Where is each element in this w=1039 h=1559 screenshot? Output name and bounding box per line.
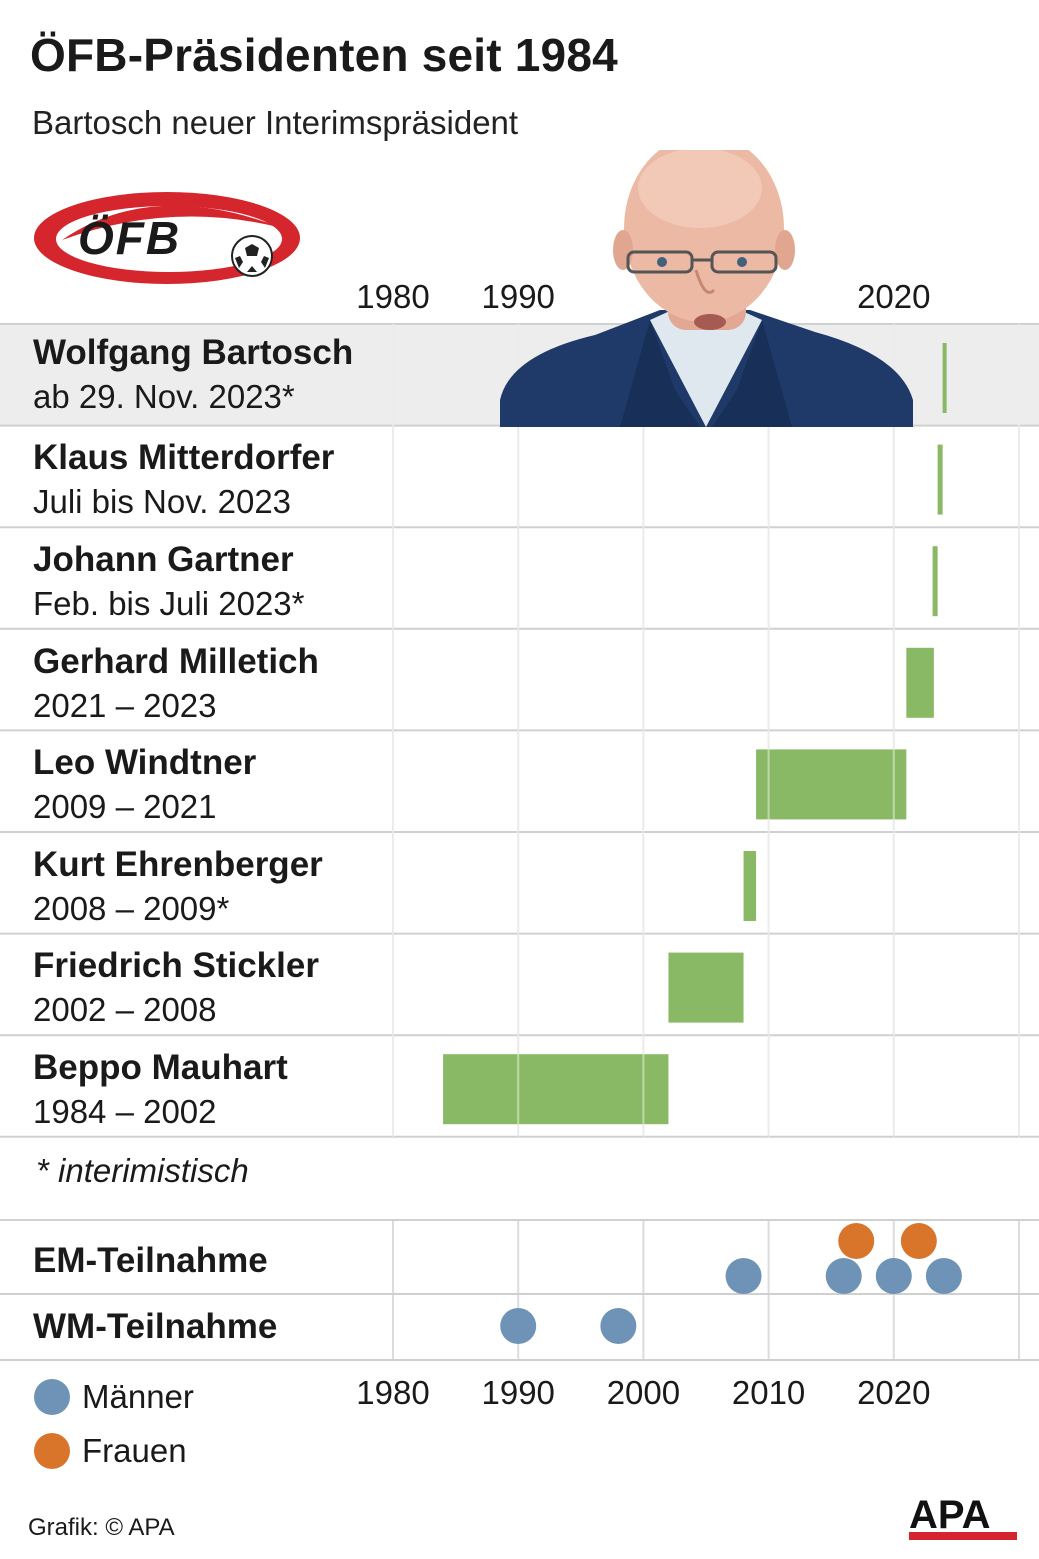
apa-logo-text: APA <box>909 1493 990 1537</box>
x-tick-label-top: 2020 <box>857 278 930 315</box>
timeline-bar <box>932 546 938 617</box>
legend-label-frauen: Frauen <box>82 1432 187 1469</box>
apa-logo: APA <box>905 1492 1020 1547</box>
credit-text: Grafik: © APA <box>28 1514 175 1541</box>
president-period: ab 29. Nov. 2023* <box>33 378 295 415</box>
chart-subtitle: Bartosch neuer Interimspräsident <box>32 104 519 141</box>
row-label-mauhart: Beppo Mauhart 1984 – 2002 <box>33 1050 288 1128</box>
legend-label-maenner: Männer <box>82 1378 194 1415</box>
timeline-bar <box>756 749 907 820</box>
em-label-text: EM-Teilnahme <box>33 1241 268 1280</box>
chart-title: ÖFB-Präsidenten seit 1984 <box>30 29 618 81</box>
legend-item-frauen: Frauen <box>34 1432 187 1470</box>
legend-swatch-maenner <box>34 1379 70 1415</box>
president-name: Friedrich Stickler <box>33 946 319 985</box>
x-tick-label-bottom: 1990 <box>481 1374 554 1411</box>
row-label-milletich: Gerhard Milletich 2021 – 2023 <box>33 644 319 722</box>
president-name: Leo Windtner <box>33 743 257 782</box>
x-tick-label-top: 1980 <box>356 278 429 315</box>
row-label-gartner: Johann Gartner Feb. bis Juli 2023* <box>33 542 305 620</box>
legend-item-maenner: Männer <box>34 1378 194 1416</box>
oefb-logo-text: ÖFB <box>78 212 181 264</box>
row-label-stickler: Friedrich Stickler 2002 – 2008 <box>33 948 319 1026</box>
x-tick-label-bottom: 2010 <box>732 1374 805 1411</box>
portrait-photo <box>500 134 913 432</box>
timeline-bar <box>906 647 934 718</box>
timeline-bar <box>443 1054 669 1125</box>
x-tick-label-top: 1990 <box>481 278 554 315</box>
wm-label: WM-Teilnahme <box>33 1309 277 1344</box>
president-period: 2009 – 2021 <box>33 788 217 825</box>
president-period: Feb. bis Juli 2023* <box>33 585 305 622</box>
president-name: Gerhard Milletich <box>33 642 319 681</box>
row-label-mitterdorfer: Klaus Mitterdorfer Juli bis Nov. 2023 <box>33 440 334 518</box>
president-name: Klaus Mitterdorfer <box>33 438 335 477</box>
row-label-bartosch: Wolfgang Bartosch ab 29. Nov. 2023* <box>33 335 353 413</box>
president-name: Beppo Mauhart <box>33 1048 288 1087</box>
wm-label-text: WM-Teilnahme <box>33 1307 278 1346</box>
row-label-windtner: Leo Windtner 2009 – 2021 <box>33 745 256 823</box>
em-dot-maenner <box>825 1258 862 1294</box>
president-name: Johann Gartner <box>33 540 294 579</box>
em-dot-maenner <box>925 1258 962 1294</box>
president-name: Wolfgang Bartosch <box>33 333 354 372</box>
timeline-bar <box>743 851 757 921</box>
president-name: Kurt Ehrenberger <box>33 845 323 884</box>
legend-swatch-frauen <box>34 1433 70 1469</box>
timeline-bar <box>668 952 744 1023</box>
footnote-interim: * interimistisch <box>36 1152 249 1189</box>
wm-dot-maenner <box>600 1308 637 1344</box>
president-period: 1984 – 2002 <box>33 1093 217 1130</box>
em-dot-frauen <box>900 1223 937 1259</box>
president-period: Juli bis Nov. 2023 <box>33 483 292 520</box>
x-tick-label-bottom: 2000 <box>607 1374 680 1411</box>
em-label: EM-Teilnahme <box>33 1243 268 1278</box>
em-dot-maenner <box>725 1258 762 1294</box>
em-dot-frauen <box>838 1223 875 1259</box>
em-dot-maenner <box>875 1258 912 1294</box>
x-tick-label-bottom: 2020 <box>857 1374 930 1411</box>
president-period: 2002 – 2008 <box>33 991 217 1028</box>
oefb-logo: ÖFB <box>32 188 307 293</box>
president-period: 2008 – 2009* <box>33 890 230 927</box>
wm-dot-maenner <box>500 1308 537 1344</box>
president-period: 2021 – 2023 <box>33 687 217 724</box>
timeline-bar <box>942 343 947 413</box>
timeline-bar <box>937 444 943 515</box>
x-tick-label-bottom: 1980 <box>356 1374 429 1411</box>
row-label-ehrenberger: Kurt Ehrenberger 2008 – 2009* <box>33 847 323 925</box>
